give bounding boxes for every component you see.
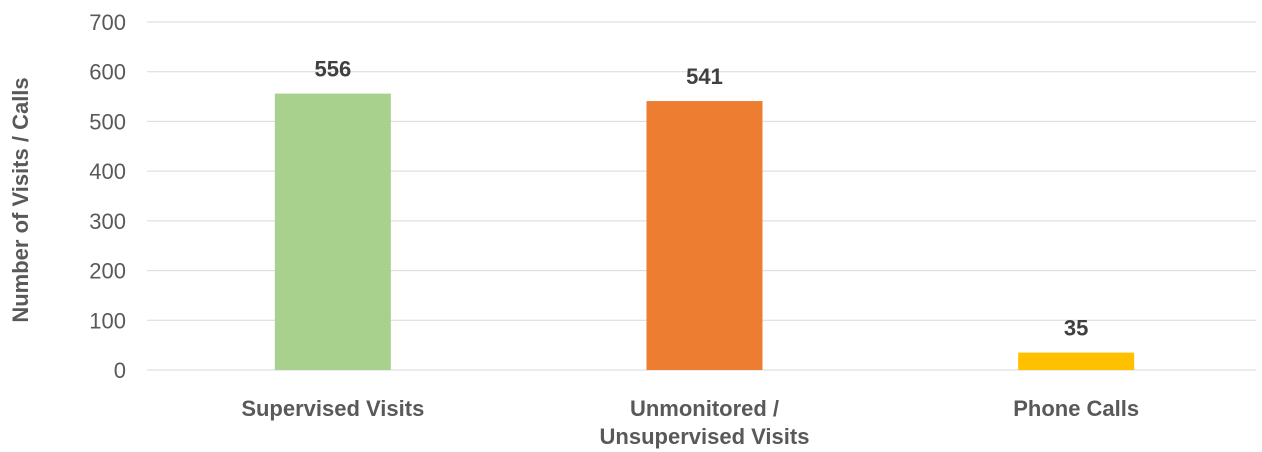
data-label: 556 [314,57,351,82]
y-axis-ticks: 0 100 200 300 400 500 600 700 [89,10,126,383]
x-category-label: Supervised Visits [241,396,424,421]
y-tick-label: 0 [114,358,126,383]
y-tick-label: 100 [89,308,126,333]
y-tick-label: 500 [89,109,126,134]
y-tick-label: 400 [89,159,126,184]
x-category-label: Phone Calls [1013,396,1139,421]
bars [274,93,1135,371]
bar [1018,352,1135,370]
bar [274,93,391,371]
data-label: 35 [1064,316,1088,341]
y-tick-label: 700 [89,10,126,35]
bar [646,101,763,370]
y-tick-label: 600 [89,60,126,85]
y-tick-label: 200 [89,259,126,284]
x-axis-categories: Supervised Visits Unmonitored / Unsupervis… [241,396,1139,449]
x-category-label: Unsupervised Visits [600,424,810,449]
data-labels: 556 541 35 [314,57,1088,341]
data-label: 541 [686,64,723,89]
x-category-label: Unmonitored / [630,396,779,421]
y-tick-label: 300 [89,209,126,234]
y-axis-title: Number of Visits / Calls [8,77,33,322]
